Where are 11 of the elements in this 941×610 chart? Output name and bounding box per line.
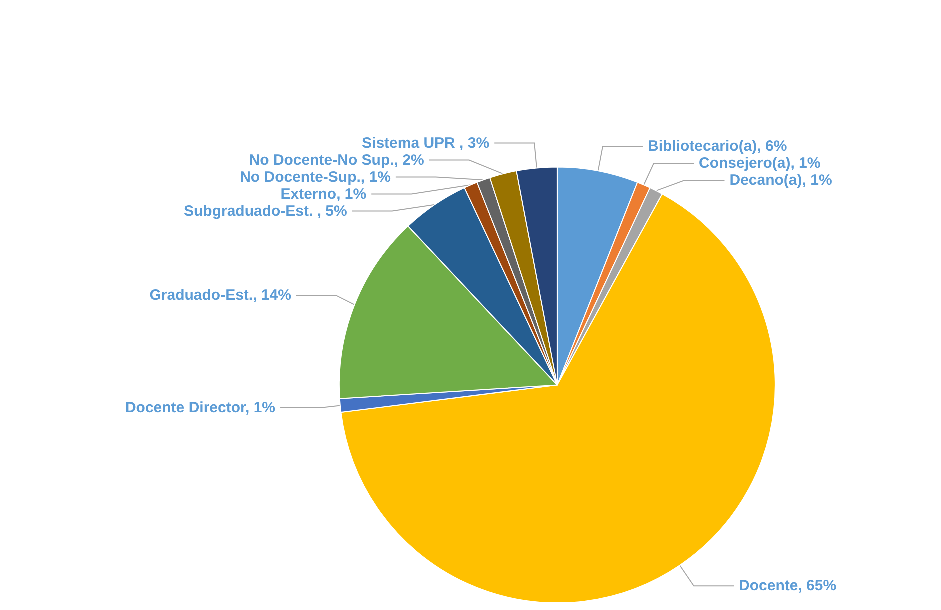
slice-label: Bibliotecario(a), 6% (648, 138, 788, 155)
slice-label: Consejero(a), 1% (699, 154, 821, 172)
slice-label: Docente Director, 1% (125, 400, 276, 417)
slice-label: No Docente-No Sup., 2% (249, 152, 424, 169)
slice-label: Externo, 1% (280, 186, 367, 203)
slice-label: Sistema UPR , 3% (362, 134, 490, 152)
slice-label: Graduado-Est., 14% (150, 287, 292, 304)
slice-label: No Docente-Sup., 1% (240, 168, 391, 186)
slice-label: Docente, 65% (739, 578, 837, 595)
slice-label: Subgraduado-Est. , 5% (184, 202, 348, 220)
slice-label: Decano(a), 1% (730, 172, 832, 189)
